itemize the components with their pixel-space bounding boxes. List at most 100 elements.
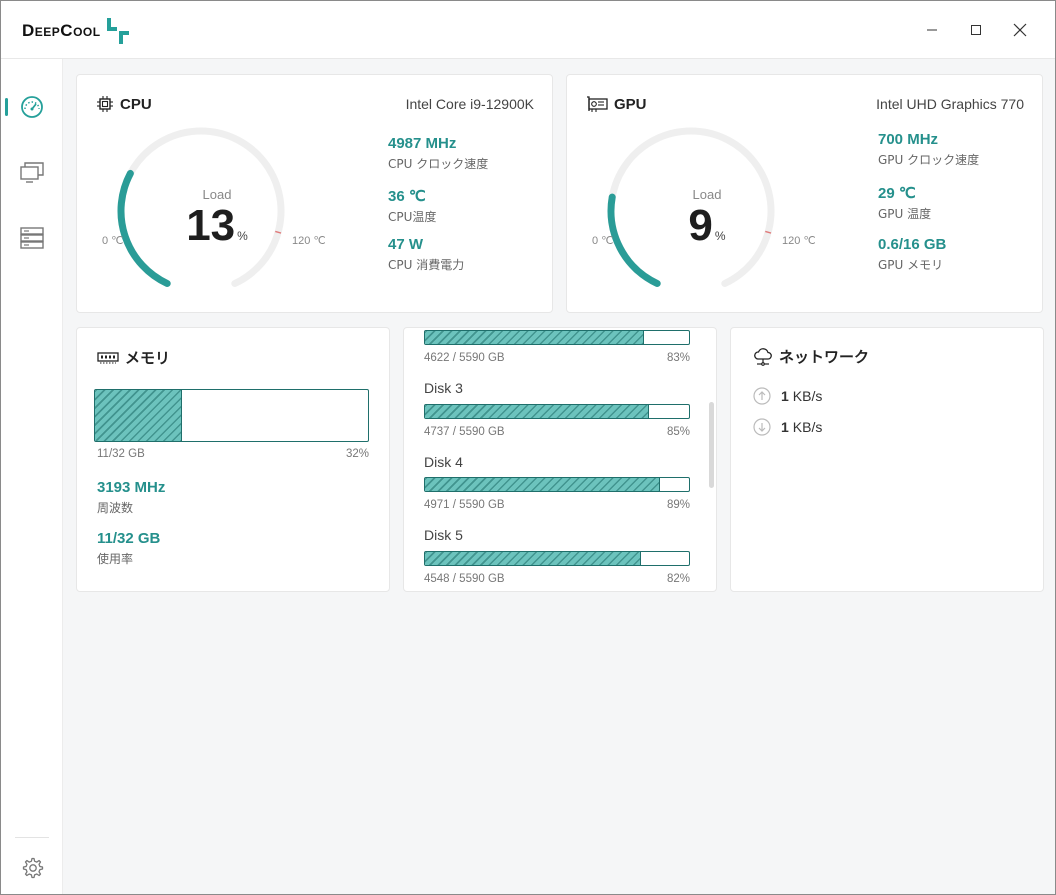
sidebar-divider [15, 837, 49, 838]
disk-usage-fill [425, 405, 650, 418]
cpu-power-stat: 47 W CPU 消費電力 [388, 236, 464, 273]
disk-usage-row: 4548 / 5590 GB 82% [424, 573, 690, 585]
disk-usage-text: 4971 / 5590 GB [424, 499, 505, 511]
network-title-text: ネットワーク [779, 349, 870, 366]
storage-icon [20, 227, 44, 249]
gpu-load-label: Load [692, 187, 722, 202]
cpu-gauge-max: 120 ℃ [292, 235, 326, 247]
title-bar: DeepCool [1, 1, 1055, 59]
disk-percent-text: 82% [666, 573, 690, 585]
gpu-temp-value: 29 ℃ [878, 185, 916, 202]
cpu-temp-stat: 36 ℃ CPU温度 [388, 187, 436, 225]
gpu-gauge-arc [607, 127, 775, 287]
sidebar-item-storage[interactable] [1, 218, 63, 258]
memory-frequency-stat: 3193 MHz 周波数 [97, 479, 165, 516]
disk-usage-bar [424, 551, 690, 566]
gauge-warning-tick [275, 230, 282, 234]
gpu-card-title: GPU [586, 95, 647, 113]
upload-speed-value: 1 [781, 388, 789, 404]
cloud-network-icon [754, 347, 772, 366]
memory-frequency-label: 周波数 [97, 501, 134, 515]
memory-card-title: メモリ [97, 347, 170, 368]
memory-usage-bar [94, 389, 369, 442]
disk-name: Disk 4 [424, 454, 463, 470]
disk-usage-row: 4737 / 5590 GB 85% [424, 426, 690, 438]
gauge-warning-tick [765, 230, 772, 234]
maximize-button[interactable] [961, 15, 991, 45]
gpu-load-value: 9% [587, 201, 827, 251]
disk-percent-text: 89% [666, 499, 690, 511]
gpu-load-number: 9 [688, 201, 713, 250]
close-icon [1013, 23, 1027, 37]
disk-usage-text: 4737 / 5590 GB [424, 426, 505, 438]
gpu-model: Intel UHD Graphics 770 [876, 96, 1024, 112]
upload-speed-unit: KB/s [792, 388, 823, 404]
memory-usage-row: 11/32 GB 32% [97, 448, 369, 460]
disk-usage-fill [425, 331, 645, 344]
deepcool-mark-icon [106, 18, 129, 44]
gpu-card: GPU Intel UHD Graphics 770 Load 9% 0 ℃ 1… [566, 74, 1043, 313]
cpu-card-title: CPU [96, 95, 152, 113]
sidebar-item-dashboard[interactable] [1, 87, 63, 127]
download-speed-unit: KB/s [792, 419, 823, 435]
cpu-model: Intel Core i9-12900K [405, 96, 534, 112]
network-download-row: 1 KB/s [753, 418, 822, 436]
disk-usage-row: 4622 / 5590 GB 83% [424, 352, 690, 364]
cpu-power-value: 47 W [388, 236, 424, 253]
minimize-icon [927, 29, 937, 31]
cpu-clock-stat: 4987 MHz CPU クロック速度 [388, 135, 488, 172]
cpu-chip-icon [97, 96, 113, 112]
gpu-memory-stat: 0.6/16 GB GPU メモリ [878, 236, 946, 273]
sidebar [1, 59, 63, 894]
network-card-title: ネットワーク [753, 346, 869, 367]
cpu-gauge-arc [117, 127, 285, 287]
upload-arrow-icon [753, 387, 771, 405]
memory-percent-text: 32% [345, 448, 369, 460]
sidebar-item-monitor[interactable] [1, 153, 63, 193]
monitor-icon [20, 162, 44, 183]
close-button[interactable] [1005, 15, 1035, 45]
gpu-gauge-max: 120 ℃ [782, 235, 816, 247]
gpu-title-text: GPU [614, 95, 647, 113]
gauge-fill [117, 169, 171, 287]
settings-button[interactable] [1, 848, 63, 888]
memory-card: メモリ 11/32 GB 32% 3193 MHz 周波数 11/32 GB 使… [76, 327, 390, 592]
disk-usage-bar [424, 404, 690, 419]
network-card: ネットワーク 1 KB/s 1 KB/s [730, 327, 1044, 592]
disk-usage-row: 4971 / 5590 GB 89% [424, 499, 690, 511]
gear-icon [22, 857, 44, 879]
memory-usage-label: 使用率 [97, 552, 134, 566]
disk-list-scrollbar[interactable] [709, 402, 714, 488]
gpu-gauge-min: 0 ℃ [592, 235, 614, 247]
memory-usage-text: 11/32 GB [97, 448, 145, 460]
disk-usage-bar [424, 477, 690, 492]
disk-percent-text: 85% [666, 426, 690, 438]
download-speed-value: 1 [781, 419, 789, 435]
minimize-button[interactable] [917, 15, 947, 45]
disk-card[interactable]: 4622 / 5590 GB 83% Disk 3 4737 / 5590 GB… [403, 327, 717, 592]
disk-usage-text: 4622 / 5590 GB [424, 352, 505, 364]
network-upload-row: 1 KB/s [753, 387, 822, 405]
deepcool-logo: DeepCool [22, 18, 129, 44]
cpu-power-label: CPU 消費電力 [388, 258, 465, 272]
gpu-clock-label: GPU クロック速度 [878, 153, 980, 167]
download-arrow-icon [753, 418, 771, 436]
gauge-fill [607, 193, 661, 287]
cpu-clock-label: CPU クロック速度 [388, 157, 489, 171]
cpu-card: CPU Intel Core i9-12900K Load 13% 0 ℃ 12… [76, 74, 553, 313]
gpu-temp-label: GPU 温度 [878, 207, 932, 221]
cpu-title-text: CPU [120, 95, 152, 113]
gpu-clock-value: 700 MHz [878, 131, 939, 148]
gpu-memory-value: 0.6/16 GB [878, 236, 947, 253]
disk-usage-bar [424, 330, 690, 345]
memory-usage-value: 11/32 GB [97, 530, 161, 547]
memory-title-text: メモリ [125, 350, 171, 367]
gpu-clock-stat: 700 MHz GPU クロック速度 [878, 131, 979, 168]
memory-frequency-value: 3193 MHz [97, 479, 166, 496]
disk-usage-text: 4548 / 5590 GB [424, 573, 505, 585]
gpu-temp-gauge: Load 9% 0 ℃ 120 ℃ [587, 125, 827, 295]
cpu-temp-gauge: Load 13% 0 ℃ 120 ℃ [97, 125, 337, 295]
cpu-load-number: 13 [186, 201, 236, 250]
cpu-load-unit: % [237, 229, 248, 243]
